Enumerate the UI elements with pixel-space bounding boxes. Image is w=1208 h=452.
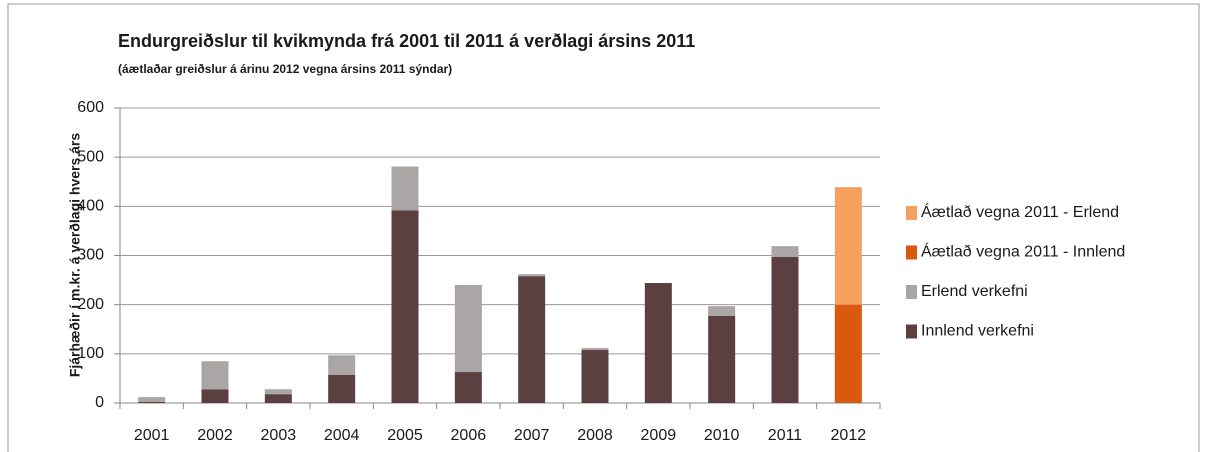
legend-swatch: [906, 245, 917, 260]
bar-segment: [771, 246, 799, 257]
legend-swatch: [906, 285, 917, 299]
y-tick-label: 600: [77, 99, 104, 116]
bar-segment: [264, 389, 292, 395]
x-tick-label: 2008: [577, 427, 613, 444]
bar-segment: [771, 256, 799, 403]
y-axis-label: Fjárhæðir í m.kr. á verðlagi hvers árs: [67, 133, 83, 378]
bar-segment: [201, 361, 229, 390]
bar-segment: [201, 389, 229, 403]
x-tick-label: 2012: [831, 427, 867, 444]
x-tick-label: 2010: [704, 427, 740, 444]
bar-segment: [391, 210, 419, 403]
x-tick-label: 2001: [134, 427, 170, 444]
bar-segment: [834, 304, 862, 403]
legend-swatch: [906, 324, 917, 339]
chart-title: Endurgreiðslur til kvikmynda frá 2001 ti…: [118, 31, 695, 51]
bar-segment: [328, 355, 356, 375]
bar-segment: [454, 285, 482, 373]
legend-label: Áætlað vegna 2011 - Innlend: [921, 242, 1125, 261]
frame: [7, 3, 1200, 452]
bar-segment: [708, 306, 736, 316]
x-tick-label: 2002: [197, 427, 233, 444]
y-tick-label: 500: [77, 148, 104, 165]
x-tick-label: 2005: [387, 427, 423, 444]
bar-segment: [581, 347, 609, 350]
chart-subtitle: (áætlaðar greiðslur á árinu 2012 vegna á…: [118, 62, 452, 76]
legend-label: Áætlað vegna 2011 - Erlend: [921, 202, 1119, 221]
y-tick-label: 300: [77, 247, 104, 264]
x-tick-label: 2009: [641, 427, 677, 444]
bar-segment: [264, 394, 292, 403]
bar-segment: [391, 166, 419, 211]
y-tick-label: 0: [95, 394, 104, 411]
x-tick-label: 2011: [768, 427, 803, 444]
y-tick-label: 100: [77, 345, 104, 362]
bar-segment: [834, 187, 862, 305]
legend-label: Innlend verkefni: [921, 323, 1034, 340]
bar-segment: [454, 372, 482, 403]
legend-swatch: [906, 206, 917, 220]
bar-segment: [138, 397, 166, 403]
x-tick-label: 2003: [261, 427, 297, 444]
bar-segment: [328, 374, 356, 403]
bar-segment: [708, 315, 736, 403]
x-tick-label: 2006: [451, 427, 487, 444]
x-tick-label: 2007: [514, 427, 550, 444]
bar-segment: [518, 274, 546, 277]
bar-segment: [581, 349, 609, 403]
bar-segment: [518, 276, 546, 403]
y-tick-label: 200: [77, 296, 104, 313]
bar-segment: [138, 402, 166, 403]
x-tick-label: 2004: [324, 427, 360, 444]
y-tick-label: 400: [77, 198, 104, 215]
bar-segment: [644, 283, 672, 403]
legend-label: Erlend verkefni: [921, 283, 1028, 300]
